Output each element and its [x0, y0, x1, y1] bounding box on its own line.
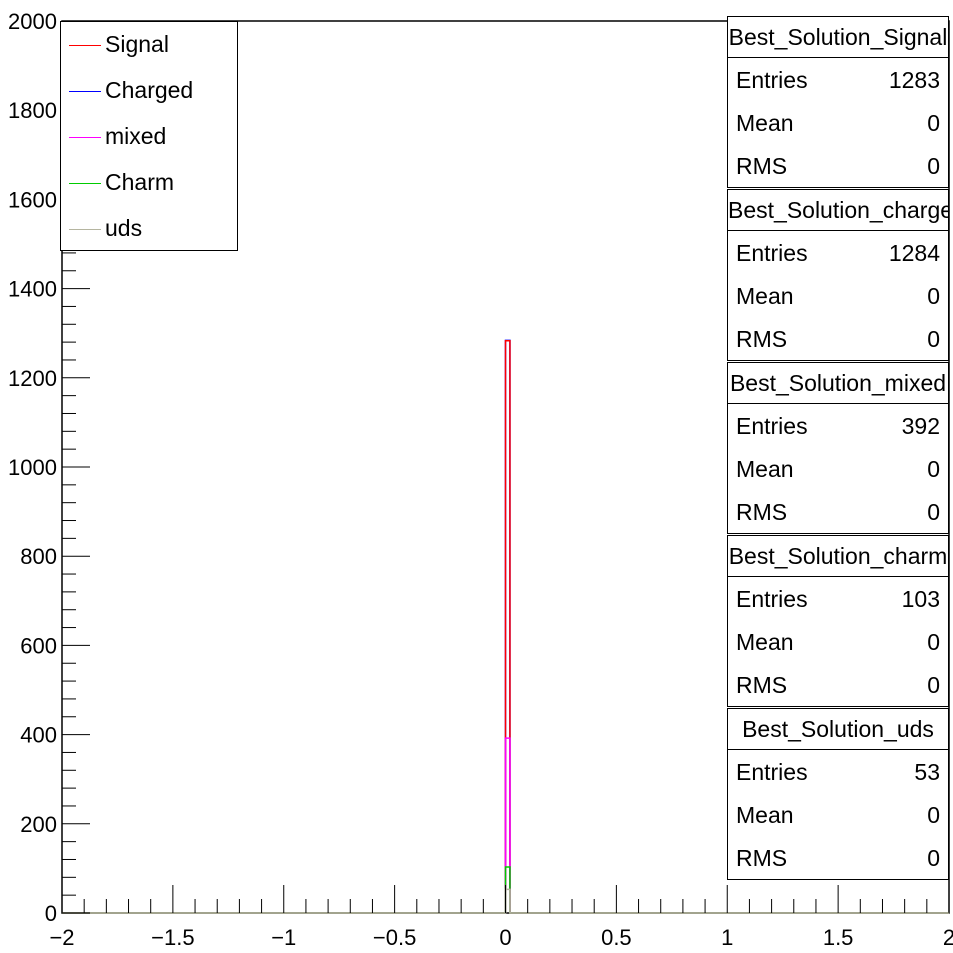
- y-tick-label: 1400: [8, 277, 57, 302]
- y-tick-label: 1600: [8, 187, 57, 212]
- stats-value: 0: [927, 456, 940, 482]
- stats-box-charm: Best_Solution_charm Entries 103 Mean 0 RMS…: [727, 535, 949, 707]
- stats-key: RMS: [736, 845, 788, 871]
- legend-label-charm: Charm: [105, 169, 175, 195]
- stats-value: 1284: [888, 240, 940, 266]
- histogram-bars: [62, 339, 949, 914]
- stats-key: RMS: [736, 153, 788, 179]
- y-tick-label: 1000: [8, 455, 57, 480]
- legend-label-signal: Signal: [105, 31, 169, 57]
- legend-label-uds: uds: [105, 215, 143, 241]
- stats-row-rms: RMS 0: [728, 144, 948, 187]
- y-tick-label: 2000: [8, 9, 57, 34]
- stats-title: Best_Solution_uds: [728, 709, 948, 750]
- stats-value: 0: [927, 499, 940, 525]
- stats-key: Mean: [736, 802, 794, 828]
- legend-label-mixed: mixed: [105, 123, 167, 149]
- stats-row-mean: Mean 0: [728, 447, 948, 490]
- y-tick-label: 200: [20, 812, 57, 837]
- stats-key: RMS: [736, 326, 788, 352]
- x-tick-label: 1: [721, 925, 733, 950]
- stats-box-signal: Best_Solution_Signal Entries 1283 Mean 0 R…: [727, 16, 949, 188]
- stats-row-rms: RMS 0: [728, 490, 948, 533]
- x-tick-label: 0: [499, 925, 511, 950]
- x-axis-ticks: −2 −1.5 −1 −0.5 0 0.5 1 1.5 2: [49, 885, 953, 950]
- stats-row-entries: Entries 392: [728, 404, 948, 447]
- stats-title: Best_Solution_charged: [728, 190, 948, 231]
- stats-value: 0: [927, 629, 940, 655]
- stats-value: 103: [901, 586, 940, 612]
- stats-key: Entries: [736, 413, 808, 439]
- y-tick-label: 600: [20, 633, 57, 658]
- y-tick-label: 400: [20, 723, 57, 748]
- stats-row-entries: Entries 103: [728, 577, 948, 620]
- stats-row-mean: Mean 0: [728, 274, 948, 317]
- stats-row-mean: Mean 0: [728, 793, 948, 836]
- stats-row-rms: RMS 0: [728, 317, 948, 360]
- stats-key: Entries: [736, 240, 808, 266]
- bar-uds: [62, 888, 949, 914]
- stats-key: RMS: [736, 499, 788, 525]
- x-tick-label: 2: [943, 925, 953, 950]
- stats-box-uds: Best_Solution_uds Entries 53 Mean 0 RMS 0: [727, 708, 949, 880]
- stats-row-rms: RMS 0: [728, 663, 948, 706]
- stats-value: 53: [914, 759, 940, 785]
- stats-key: Entries: [736, 586, 808, 612]
- legend-entry-mixed: mixed: [61, 117, 237, 157]
- stats-row-rms: RMS 0: [728, 836, 948, 879]
- stats-row-entries: Entries 53: [728, 750, 948, 793]
- stats-key: Entries: [736, 759, 808, 785]
- stats-box-charged: Best_Solution_charged Entries 1284 Mean 0 …: [727, 189, 949, 361]
- y-axis-ticks: 0 200 400 600 800 1000 1200 1400 1600 1800 2000: [8, 9, 90, 926]
- legend-entry-signal: Signal: [61, 25, 237, 65]
- stats-key: RMS: [736, 672, 788, 698]
- stats-value: 0: [927, 283, 940, 309]
- stats-value: 0: [927, 672, 940, 698]
- stats-key: Mean: [736, 283, 794, 309]
- y-tick-label: 0: [45, 901, 57, 926]
- legend-entry-charged: Charged: [61, 71, 237, 111]
- y-tick-label: 1800: [8, 98, 57, 123]
- stats-row-entries: Entries 1283: [728, 58, 948, 101]
- stats-value: 0: [927, 110, 940, 136]
- legend-swatch-signal: [69, 45, 101, 46]
- y-tick-label: 800: [20, 544, 57, 569]
- legend-swatch-charged: [69, 91, 101, 92]
- x-tick-label: −2: [49, 925, 74, 950]
- stats-key: Mean: [736, 456, 794, 482]
- stats-title: Best_Solution_charm: [728, 536, 948, 577]
- y-tick-label: 1200: [8, 366, 57, 391]
- stats-value: 1283: [888, 67, 940, 93]
- stats-row-mean: Mean 0: [728, 101, 948, 144]
- stats-value: 392: [901, 413, 940, 439]
- legend-entry-uds: uds: [61, 209, 237, 249]
- legend-entry-charm: Charm: [61, 163, 237, 203]
- stats-title: Best_Solution_Signal: [728, 17, 948, 58]
- legend-swatch-uds: [69, 229, 101, 230]
- stats-value: 0: [927, 845, 940, 871]
- x-tick-label: 1.5: [823, 925, 854, 950]
- stats-row-entries: Entries 1284: [728, 231, 948, 274]
- x-tick-label: 0.5: [601, 925, 632, 950]
- stats-value: 0: [927, 153, 940, 179]
- x-tick-label: −1: [271, 925, 296, 950]
- stats-key: Mean: [736, 629, 794, 655]
- stats-key: Entries: [736, 67, 808, 93]
- stats-value: 0: [927, 802, 940, 828]
- x-tick-label: −0.5: [373, 925, 416, 950]
- legend-swatch-mixed: [69, 137, 101, 138]
- legend-label-charged: Charged: [105, 77, 194, 103]
- stats-box-mixed: Best_Solution_mixed Entries 392 Mean 0 RMS…: [727, 362, 949, 534]
- legend: Signal Charged mixed Charm uds: [60, 21, 238, 251]
- stats-title: Best_Solution_mixed: [728, 363, 948, 404]
- legend-swatch-charm: [69, 183, 101, 184]
- x-tick-label: −1.5: [151, 925, 194, 950]
- stats-key: Mean: [736, 110, 794, 136]
- stats-row-mean: Mean 0: [728, 620, 948, 663]
- stats-value: 0: [927, 326, 940, 352]
